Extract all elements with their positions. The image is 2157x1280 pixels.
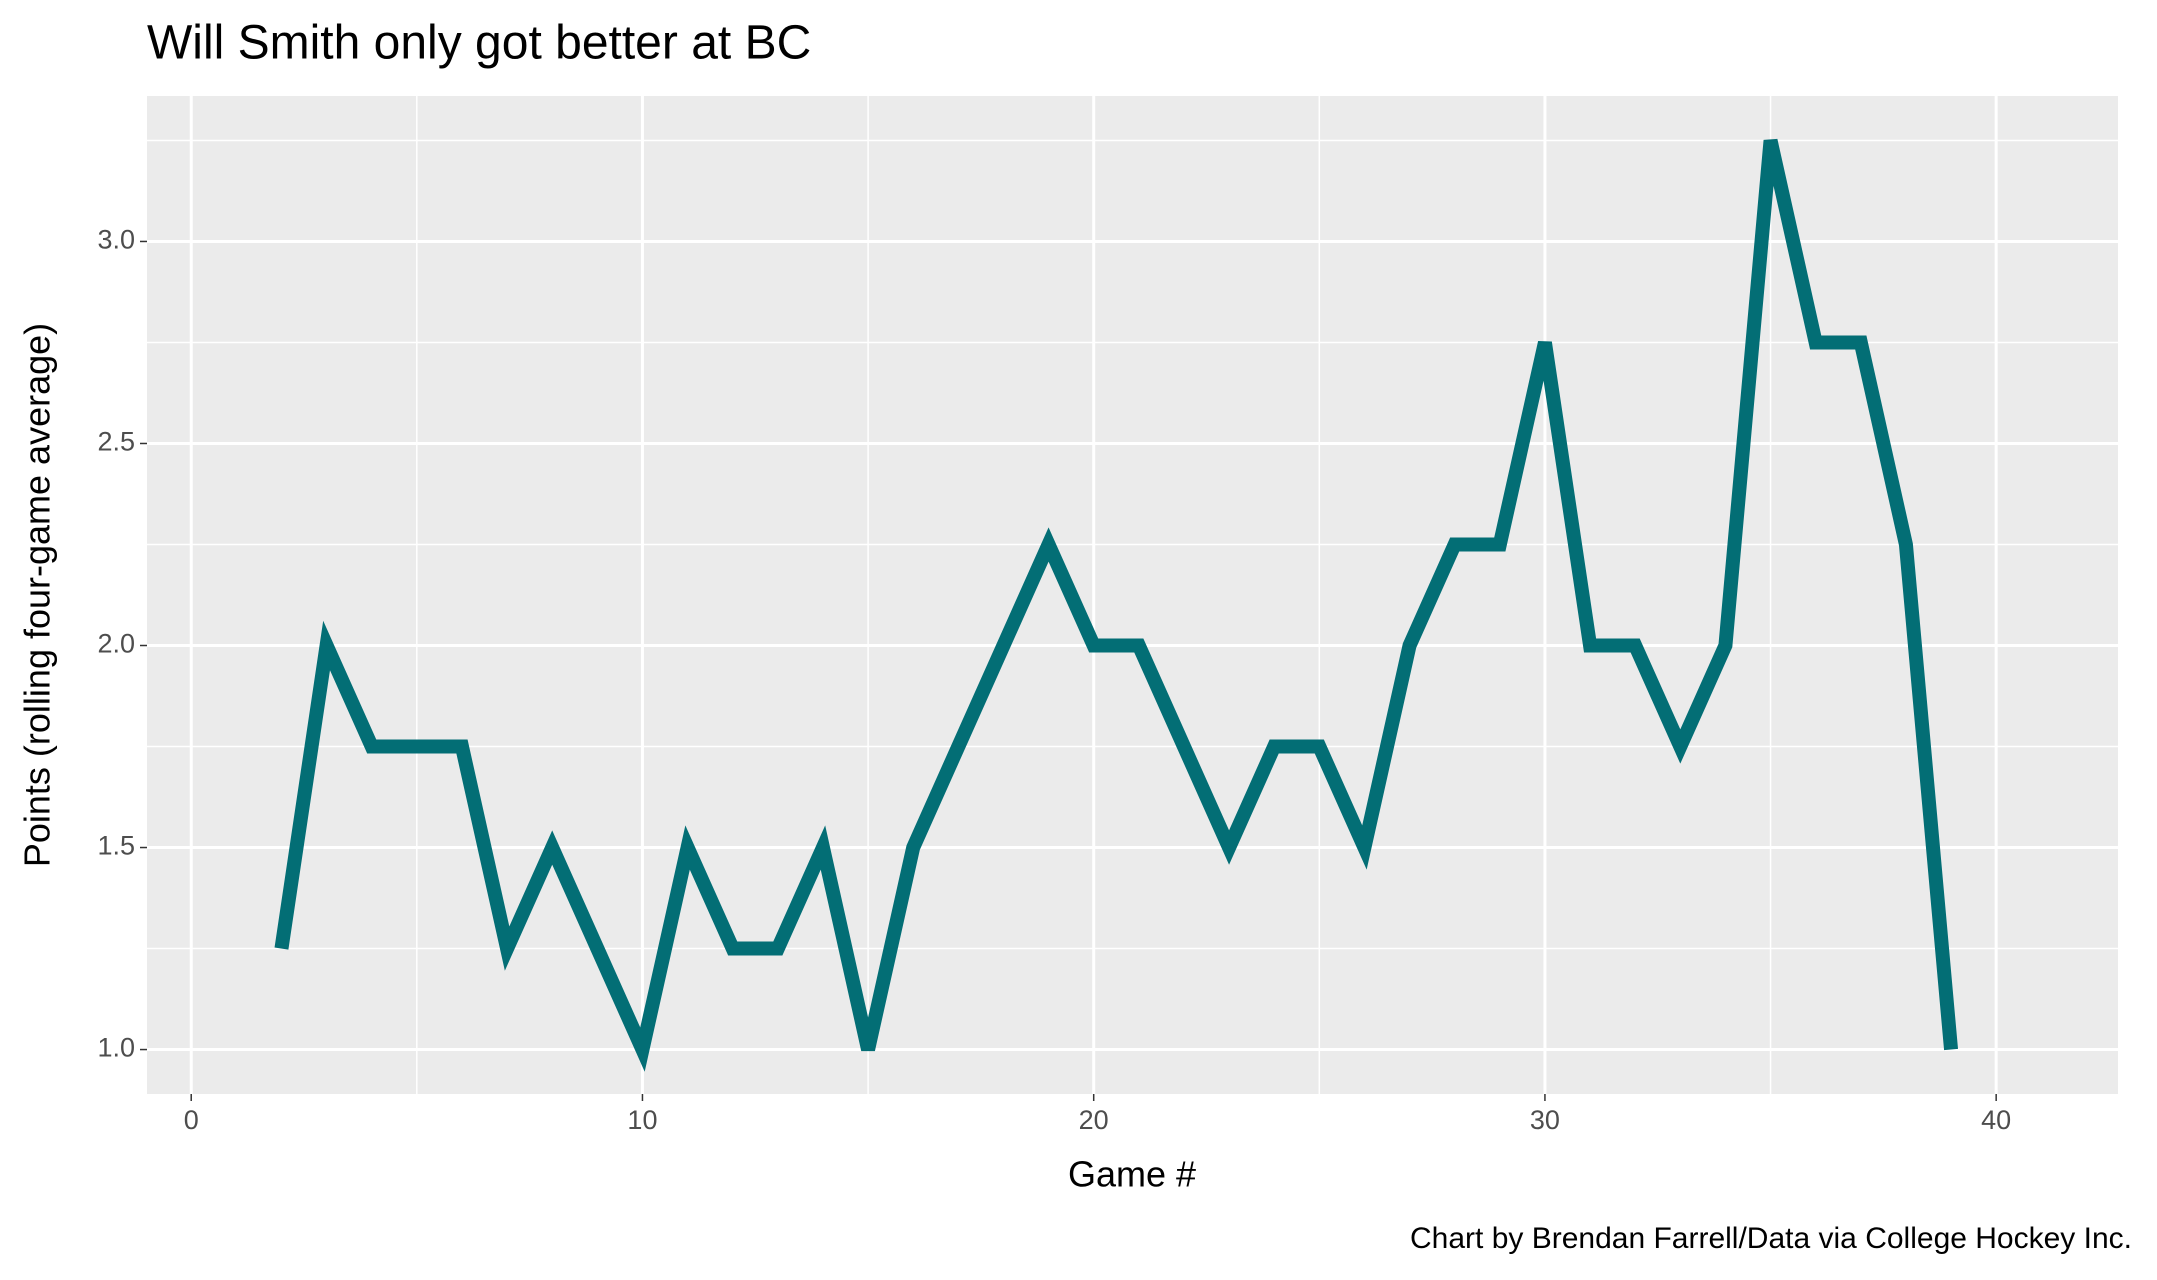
plot-panel <box>147 96 2118 1094</box>
y-tick-label: 1.5 <box>97 831 135 861</box>
y-tick-label: 2.5 <box>97 427 135 457</box>
x-tick-label: 10 <box>627 1105 657 1135</box>
y-tick-label: 2.0 <box>97 629 135 659</box>
x-tick-label: 20 <box>1079 1105 1109 1135</box>
x-axis-label: Game # <box>1068 1154 1196 1195</box>
x-tick-label: 30 <box>1530 1105 1560 1135</box>
y-axis-label: Points (rolling four-game average) <box>17 323 58 867</box>
caption: Chart by Brendan Farrell/Data via Colleg… <box>1410 1222 2132 1255</box>
y-tick-label: 3.0 <box>97 225 135 255</box>
x-tick-label: 0 <box>184 1105 199 1135</box>
x-tick-label: 40 <box>1981 1105 2011 1135</box>
y-tick-label: 1.0 <box>97 1033 135 1063</box>
data-line <box>274 138 1959 1072</box>
chart-title: Will Smith only got better at BC <box>147 17 811 70</box>
